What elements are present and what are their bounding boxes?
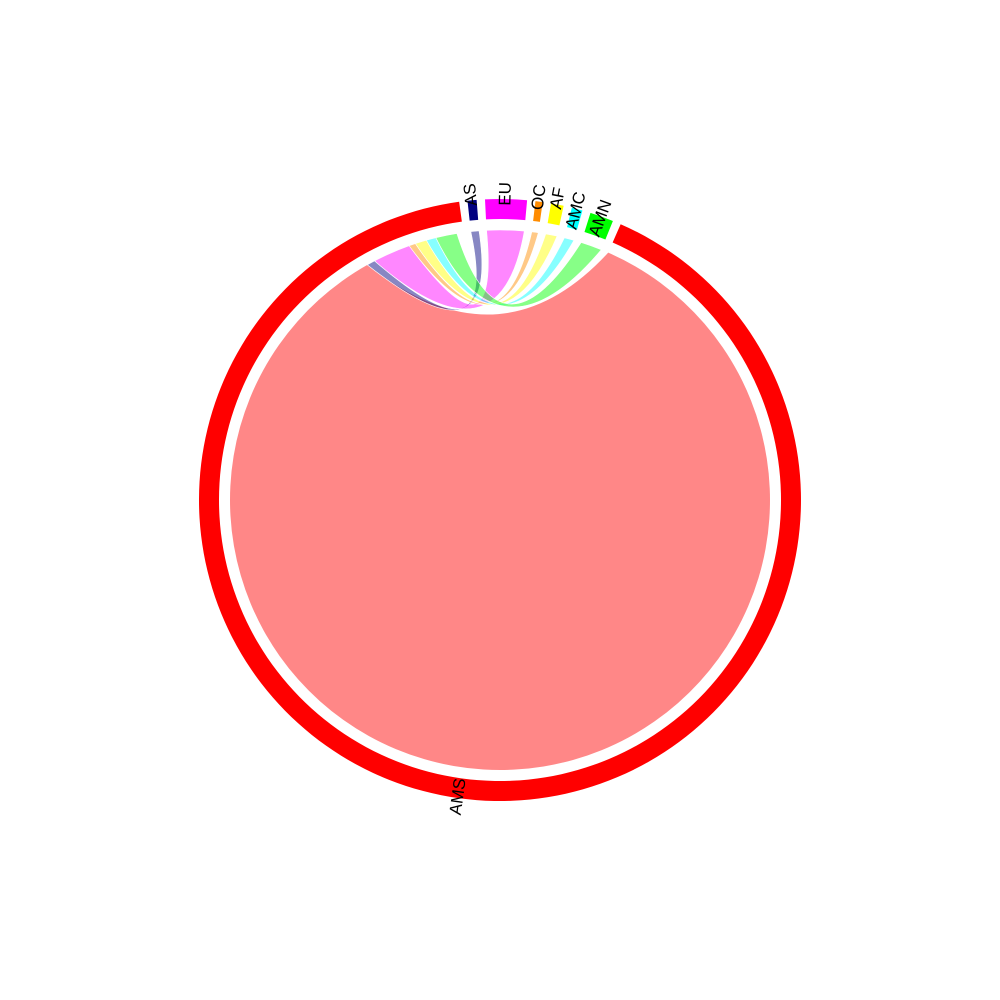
link-amn-to-ams [435, 233, 602, 308]
sector-label-ams: AMS [446, 777, 470, 816]
link-oc-to-ams [408, 231, 539, 305]
sectors-layer [198, 198, 801, 801]
sector-label-oc: OC [528, 183, 550, 211]
link-amc-to-ams [425, 237, 575, 306]
sector-label-amn: AMN [585, 197, 616, 239]
sector-oc [533, 201, 543, 222]
sector-af [547, 203, 564, 226]
link-ams-to-ams [229, 252, 770, 770]
sector-label-eu: EU [495, 182, 514, 206]
sector-amc [567, 207, 583, 230]
sector-label-as: AS [460, 183, 481, 207]
sector-amn [584, 212, 613, 240]
sector-label-af: AF [546, 186, 569, 211]
sector-eu [485, 198, 528, 221]
links-layer [229, 229, 770, 770]
sector-as [467, 199, 479, 221]
